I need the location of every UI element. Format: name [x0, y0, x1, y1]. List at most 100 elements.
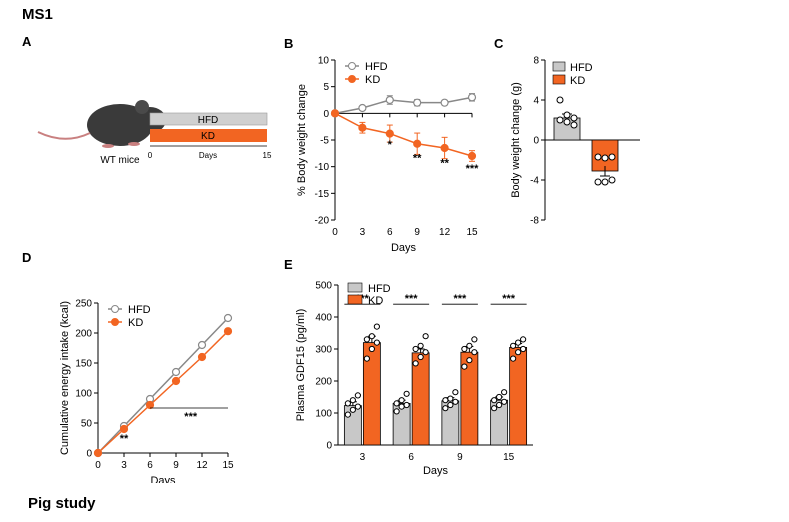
- individual-point: [466, 357, 473, 364]
- data-point-hfd: [223, 313, 233, 323]
- individual-point: [368, 345, 375, 353]
- individual-point: [442, 397, 449, 404]
- y-axis-label: % Body weight change: [296, 84, 308, 196]
- timeline-start: 0: [148, 151, 153, 160]
- x-tick-label: 9: [457, 452, 463, 463]
- individual-point: [563, 118, 571, 126]
- individual-point: [354, 392, 361, 399]
- individual-point: [461, 345, 468, 353]
- panel-a-diagram: WT mice HFD KD 0 15 Days: [37, 100, 272, 166]
- individual-point: [417, 342, 424, 349]
- data-point-kd: [440, 143, 449, 153]
- significance-marker: ***: [466, 163, 480, 175]
- y-tick-label: 300: [315, 345, 332, 356]
- bar-kd: [362, 342, 381, 446]
- legend-marker: [348, 62, 356, 70]
- data-point-hfd: [467, 93, 477, 102]
- panel-label: B: [284, 36, 293, 51]
- data-point-hfd: [413, 98, 422, 107]
- y-tick-label: 10: [318, 56, 330, 67]
- individual-point: [363, 336, 370, 343]
- significance-marker: **: [413, 152, 422, 164]
- individual-point: [412, 360, 419, 367]
- individual-point: [491, 397, 498, 404]
- individual-point: [344, 411, 351, 418]
- significance-marker: ***: [453, 293, 467, 305]
- hfd-diet-bar: [149, 112, 268, 126]
- x-tick-label: 12: [439, 227, 451, 238]
- individual-point: [601, 178, 609, 186]
- individual-point: [393, 408, 400, 415]
- series-line-kd: [334, 112, 473, 157]
- x-tick-label: 12: [196, 460, 208, 471]
- individual-point: [570, 121, 578, 129]
- individual-point: [556, 116, 564, 124]
- individual-point: [422, 333, 429, 340]
- individual-point: [452, 398, 459, 405]
- individual-point: [403, 401, 410, 409]
- significance-marker: *: [388, 139, 393, 151]
- legend-swatch: [347, 282, 363, 293]
- panel-e-chart: E 0 100 200 300 400 500 Plasma GDF15 (pg/ml) 3 **…: [284, 257, 533, 477]
- individual-point: [501, 389, 508, 396]
- data-point-kd: [358, 123, 367, 132]
- individual-point: [354, 403, 361, 410]
- timeline-end: 15: [263, 151, 272, 160]
- individual-point: [466, 342, 473, 349]
- x-tick-label: 6: [408, 452, 414, 463]
- y-tick-label: -15: [315, 189, 330, 200]
- individual-point: [398, 397, 405, 404]
- individual-point: [442, 405, 449, 412]
- x-axis-label: Days: [423, 465, 449, 477]
- data-point-kd: [197, 352, 207, 362]
- individual-point: [471, 349, 478, 356]
- panel-label: E: [284, 257, 293, 272]
- legend-label: HFD: [365, 61, 388, 73]
- bar-hfd: [490, 399, 509, 446]
- individual-point: [608, 176, 616, 184]
- data-point-kd: [145, 400, 155, 410]
- individual-point: [510, 342, 517, 349]
- individual-point: [393, 400, 400, 407]
- individual-point: [608, 153, 616, 161]
- individual-point: [563, 111, 571, 119]
- y-tick-label: 8: [533, 56, 539, 67]
- y-axis-label: Plasma GDF15 (pg/ml): [295, 309, 307, 421]
- significance-marker: ***: [184, 411, 198, 423]
- legend-swatch: [552, 61, 566, 72]
- x-tick-label: 6: [387, 227, 393, 238]
- bar-kd: [509, 347, 528, 446]
- individual-point: [422, 349, 429, 356]
- data-point-kd: [413, 139, 422, 148]
- panel-d-chart: D 0 50 100 150 200 250 0 3 6 9 12 15 Days Cumulative e…: [22, 250, 234, 483]
- legend-label: KD: [365, 74, 380, 86]
- data-point-hfd: [440, 98, 449, 107]
- panel-a-label: A: [22, 34, 32, 49]
- individual-point: [412, 345, 419, 353]
- data-point-kd: [119, 424, 129, 434]
- x-tick-label: 3: [360, 452, 366, 463]
- significance-marker: ***: [502, 293, 516, 305]
- individual-point: [368, 333, 375, 340]
- individual-point: [461, 363, 468, 370]
- y-tick-label: 200: [315, 377, 332, 388]
- y-tick-label: 100: [75, 389, 92, 400]
- significance-marker: ***: [405, 293, 419, 305]
- individual-point: [447, 401, 454, 409]
- mouse-label: WT mice: [100, 155, 140, 166]
- y-tick-label: 200: [75, 329, 92, 340]
- y-tick-label: -5: [320, 136, 329, 147]
- individual-point: [447, 395, 454, 402]
- legend-label: KD: [368, 295, 383, 307]
- legend-label: HFD: [128, 304, 151, 316]
- kd-diet-bar: [150, 129, 267, 142]
- individual-point: [398, 403, 405, 410]
- y-tick-label: 50: [81, 419, 93, 430]
- x-tick-label: 9: [173, 460, 179, 471]
- panel-label: D: [22, 250, 31, 265]
- legend-label: HFD: [570, 62, 593, 74]
- individual-point: [471, 336, 478, 343]
- individual-point: [403, 390, 410, 397]
- legend-label: KD: [128, 317, 143, 329]
